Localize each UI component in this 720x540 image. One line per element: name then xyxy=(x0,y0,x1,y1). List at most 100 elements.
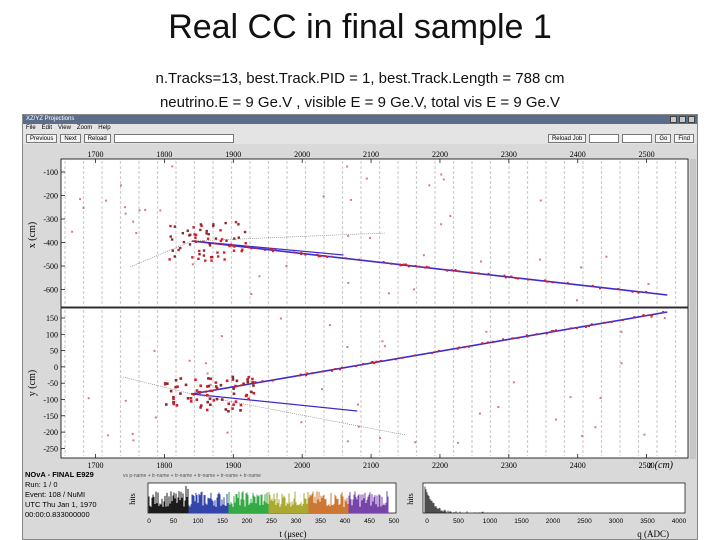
adc-tick-label: 3000 xyxy=(609,518,624,525)
event-input[interactable] xyxy=(113,134,234,143)
time-tick-label: 450 xyxy=(364,518,375,525)
noise-hit xyxy=(321,388,324,391)
toolbar: Previous Next Reload xyxy=(23,133,697,144)
time-tick-label: 350 xyxy=(315,518,326,525)
hit-cell xyxy=(228,245,231,248)
noise-hit xyxy=(379,437,382,440)
hit-cell xyxy=(237,223,240,226)
minimize-button[interactable] xyxy=(670,116,677,123)
hit-cell xyxy=(566,281,569,284)
hit-cell xyxy=(207,384,211,388)
vertical-scrollbar[interactable] xyxy=(690,159,696,459)
noise-hit xyxy=(328,324,331,327)
hit-cell xyxy=(252,384,255,387)
hit-cell xyxy=(232,392,236,396)
hit-cell xyxy=(234,220,238,224)
noise-hit xyxy=(124,212,127,215)
menu-zoom[interactable]: Zoom xyxy=(76,125,93,131)
hit-cell xyxy=(181,231,185,235)
reload-button[interactable]: Reload xyxy=(83,134,111,143)
noise-hit xyxy=(206,372,209,375)
hit-cell xyxy=(195,389,199,392)
hit-cell xyxy=(631,290,634,293)
hit-cell xyxy=(467,345,470,348)
hit-cell xyxy=(551,281,554,284)
hit-cell xyxy=(293,251,296,254)
hit-cell xyxy=(190,392,193,395)
hit-cell xyxy=(304,253,307,256)
hit-cell xyxy=(231,375,235,379)
noise-hit xyxy=(449,215,452,218)
go-button[interactable]: Go xyxy=(655,134,672,143)
hit-cell xyxy=(212,224,215,228)
hit-cell xyxy=(215,386,219,390)
run-input[interactable] xyxy=(589,134,620,143)
hit-cell xyxy=(199,384,203,388)
y-tick-label: -100 xyxy=(43,396,58,405)
hit-cell xyxy=(174,378,178,382)
noise-hit xyxy=(138,209,141,212)
hit-cell xyxy=(194,236,197,239)
x-tick-label: 2400 xyxy=(570,461,586,470)
hit-cell xyxy=(219,229,222,232)
hit-cell xyxy=(316,253,319,256)
noise-hit xyxy=(120,184,123,187)
noise-hit xyxy=(356,403,359,406)
maximize-button[interactable] xyxy=(679,116,686,123)
close-button[interactable] xyxy=(688,116,695,123)
hit-cell xyxy=(202,254,206,257)
hit-cell xyxy=(206,393,209,397)
time-tick-label: 250 xyxy=(266,518,277,525)
time-tick-label: 150 xyxy=(217,518,228,525)
hit-cell xyxy=(197,257,200,261)
hit-cell xyxy=(192,226,195,229)
hit-cell xyxy=(504,276,507,279)
adc-histogram-frame xyxy=(422,482,686,514)
noise-hit xyxy=(539,199,542,202)
y-tick-label: -500 xyxy=(43,262,58,271)
hit-cell xyxy=(170,238,174,241)
y-tick-label: -50 xyxy=(47,379,58,388)
hit-cell xyxy=(637,291,640,294)
noise-hit xyxy=(322,195,325,198)
y-tick-label: 150 xyxy=(46,314,58,323)
hit-cell xyxy=(603,321,606,324)
hit-cell xyxy=(220,398,224,401)
find-button[interactable]: Find xyxy=(674,134,694,143)
time-hist-x-axis: 0 50 100 150 200 250 300 350 400 450 500 xyxy=(147,518,400,525)
previous-event-button[interactable]: Previous xyxy=(26,134,58,143)
hit-cell xyxy=(587,325,590,328)
hit-cell xyxy=(193,233,196,236)
hit-cell xyxy=(179,377,183,380)
y-tick-label: -600 xyxy=(43,286,58,295)
adc-histogram xyxy=(424,486,484,513)
menu-edit[interactable]: Edit xyxy=(41,125,53,131)
y-tick-label: 100 xyxy=(46,330,58,339)
menu-help[interactable]: Help xyxy=(98,125,111,131)
hit-cell xyxy=(250,390,253,394)
hit-cell xyxy=(300,252,303,255)
hit-cell xyxy=(225,239,228,242)
hit-cell xyxy=(239,384,242,387)
hit-cell xyxy=(446,269,449,272)
hit-cell xyxy=(546,280,549,283)
hit-cell xyxy=(179,246,182,250)
hit-cell xyxy=(575,327,578,330)
noise-hit xyxy=(258,275,261,278)
event-number-input[interactable] xyxy=(622,134,653,143)
noise-hit xyxy=(357,425,360,428)
time-hist-y-label: hits xyxy=(128,493,137,505)
noise-hit xyxy=(124,399,127,402)
time-tick-label: 100 xyxy=(193,518,204,525)
noise-hit xyxy=(250,293,253,296)
hit-cell xyxy=(511,337,514,340)
xz-view-panel xyxy=(60,158,689,308)
event-display-canvas: 1700 1800 1900 2000 2100 2200 2300 2400 2500 -10… xyxy=(27,150,696,539)
reload-job-button[interactable]: Reload Job xyxy=(547,134,587,143)
noise-hit xyxy=(387,292,390,295)
next-event-button[interactable]: Next xyxy=(60,134,81,143)
menu-file[interactable]: File xyxy=(26,125,36,131)
menu-view[interactable]: View xyxy=(58,125,71,131)
hit-cell xyxy=(355,365,358,368)
hit-cell xyxy=(232,403,235,406)
